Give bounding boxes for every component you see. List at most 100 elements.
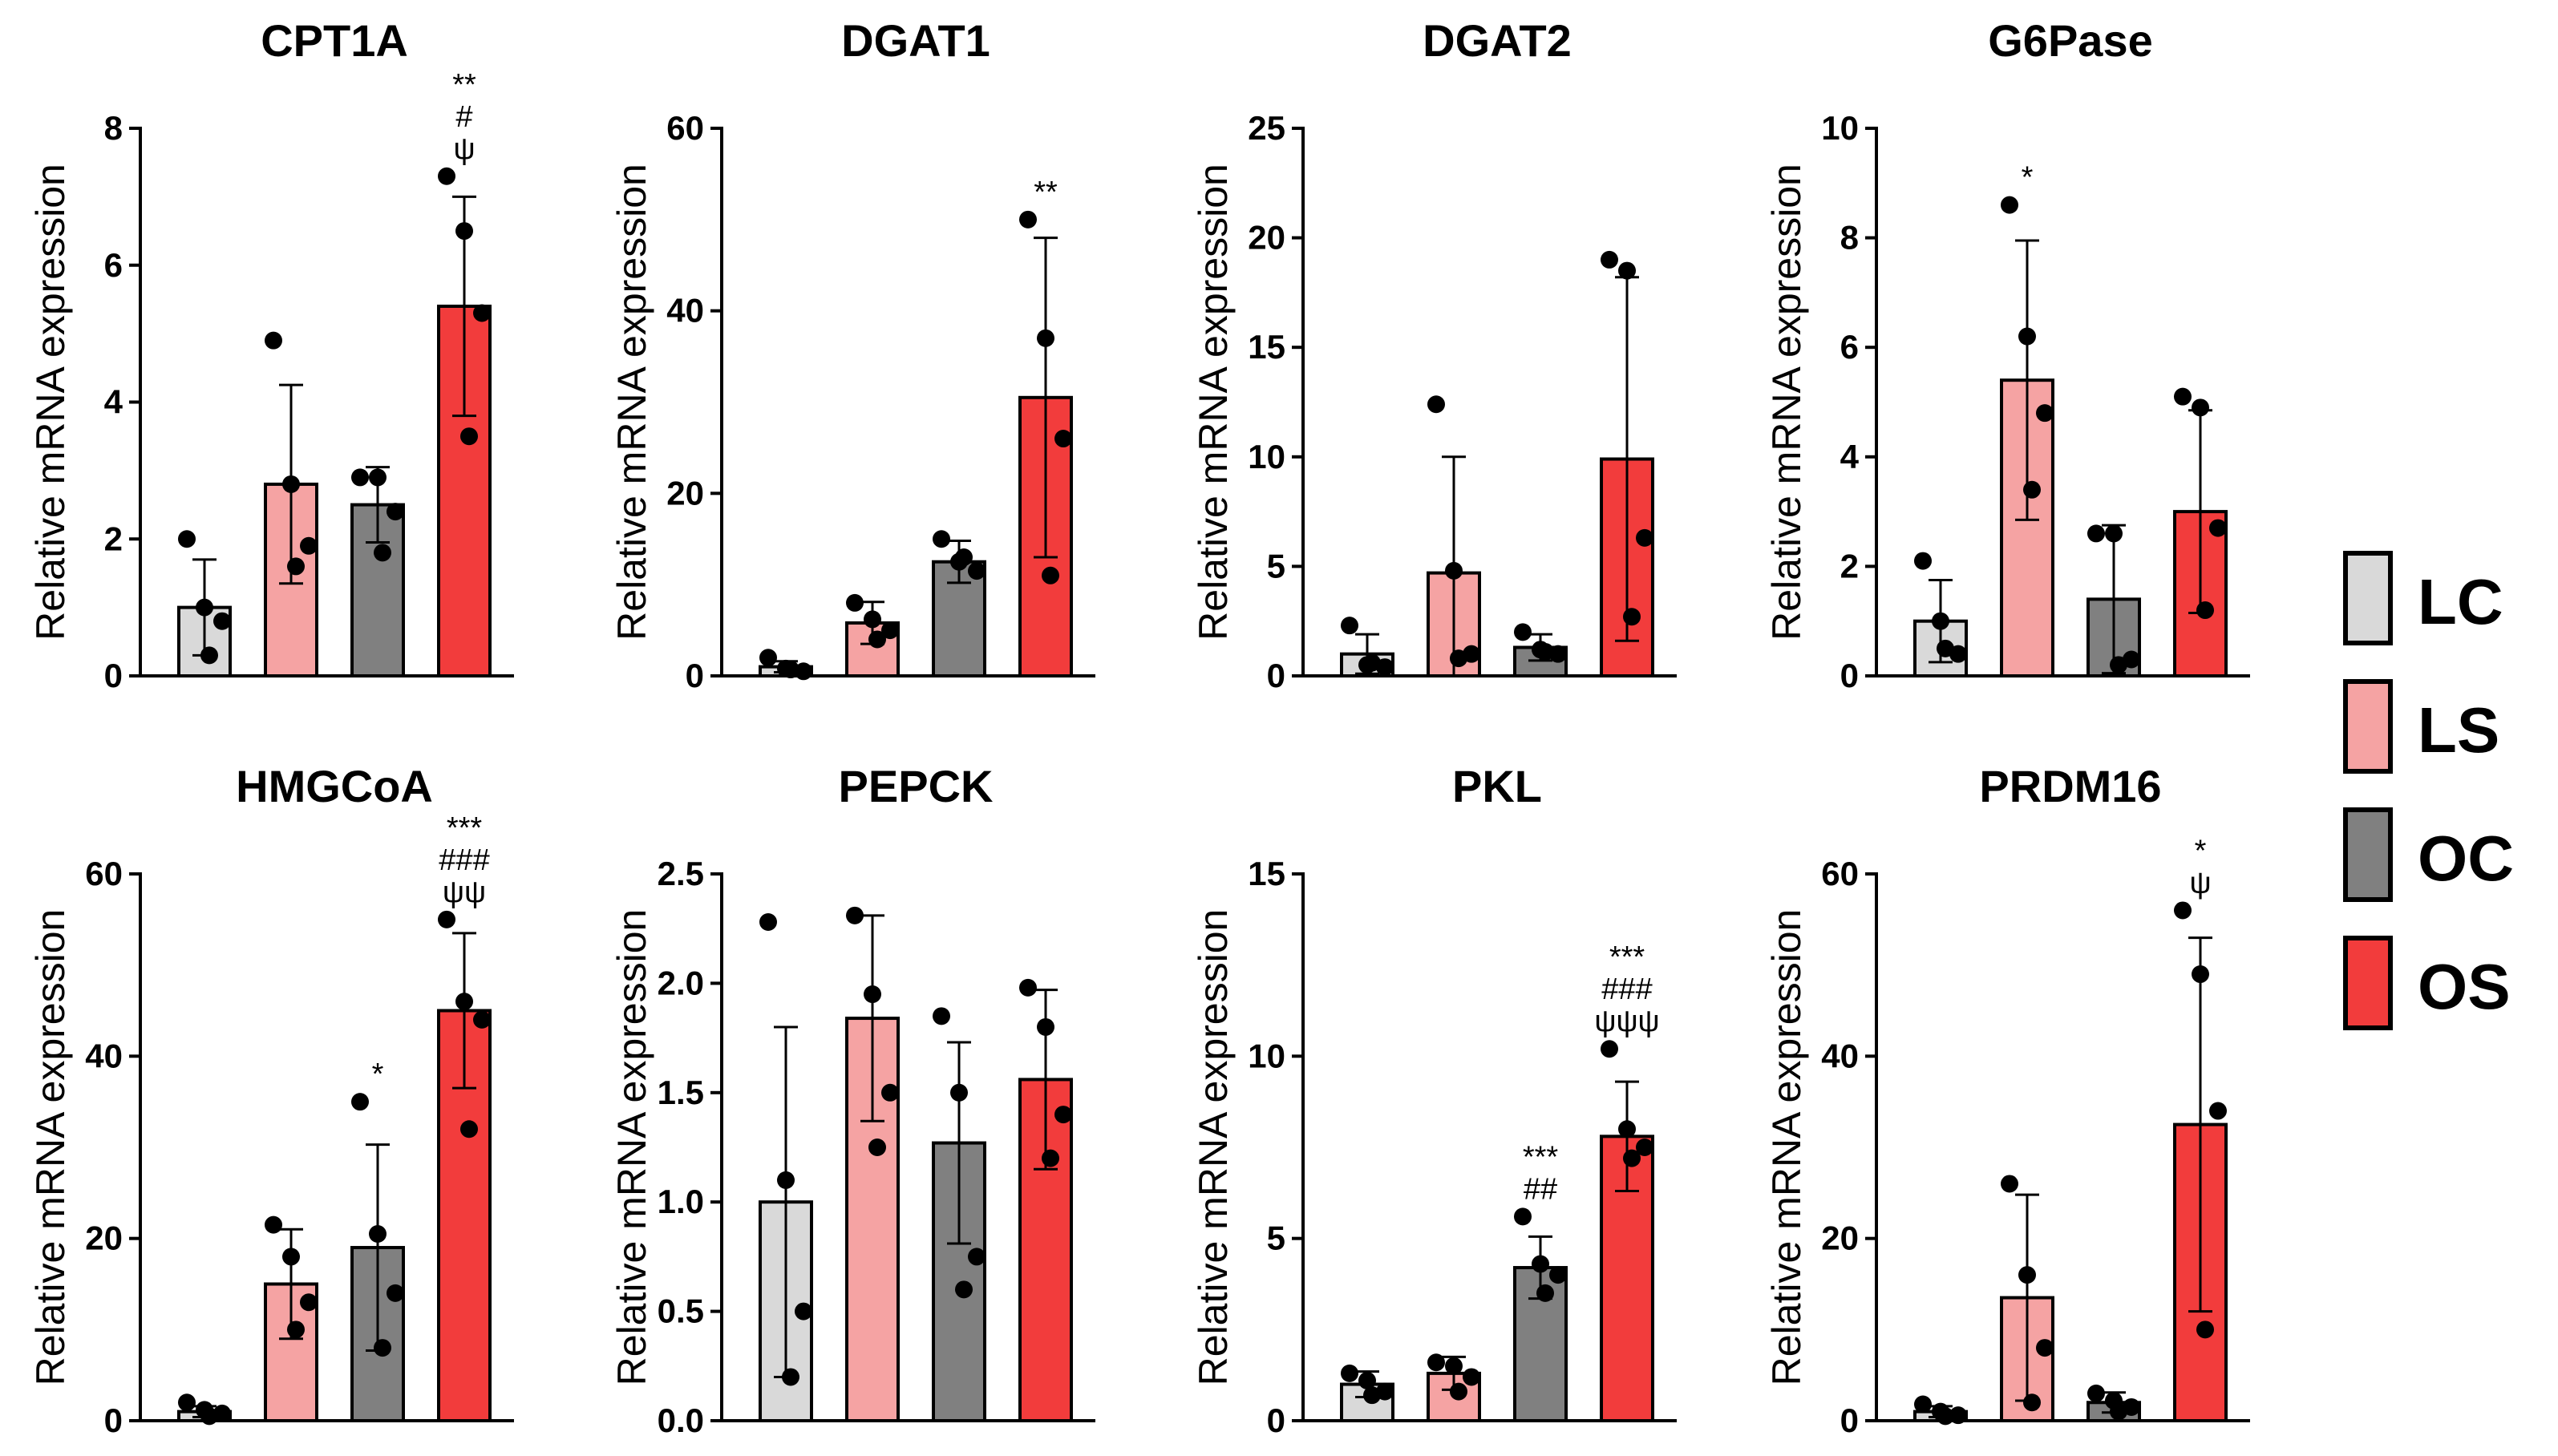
data-point <box>1514 1207 1532 1226</box>
data-point <box>287 557 305 576</box>
data-point <box>1549 1266 1567 1284</box>
y-tick-label: 6 <box>104 246 123 284</box>
y-tick-label: 0 <box>1267 1401 1285 1439</box>
data-point <box>1463 1368 1480 1386</box>
legend-label-oc: OC <box>2418 823 2514 894</box>
data-point <box>374 1339 391 1357</box>
data-point <box>2023 1393 2041 1412</box>
data-point <box>1601 1040 1618 1058</box>
y-tick-label: 5 <box>1267 1219 1285 1257</box>
data-point <box>2023 480 2041 499</box>
y-tick-label: 6 <box>1840 328 1859 366</box>
data-point <box>1636 528 1653 547</box>
data-point <box>1623 1149 1641 1167</box>
y-tick-label: 1.5 <box>658 1074 704 1111</box>
y-tick-label: 0.0 <box>658 1401 704 1439</box>
data-point <box>2036 1339 2054 1357</box>
data-point <box>2018 327 2036 346</box>
data-point <box>864 610 881 629</box>
data-point <box>782 1368 799 1386</box>
panel-title: PKL <box>1452 761 1542 811</box>
legend-swatch-os <box>2343 936 2393 1030</box>
data-point <box>955 548 973 567</box>
data-point <box>1042 1149 1059 1167</box>
legend-label-lc: LC <box>2418 566 2503 637</box>
y-tick-label: 40 <box>85 1037 123 1074</box>
data-point <box>369 1224 387 1243</box>
data-point <box>2196 601 2214 620</box>
data-point <box>1427 395 1445 414</box>
data-point <box>1949 1406 1967 1425</box>
significance-mark: *** <box>447 811 483 845</box>
y-tick-label: 25 <box>1248 109 1285 147</box>
y-axis-label: Relative mRNA expression <box>1764 909 1809 1386</box>
significance-mark: * <box>2022 161 2034 195</box>
significance-mark: *** <box>1609 940 1645 974</box>
data-point <box>1450 1382 1467 1401</box>
y-tick-label: 10 <box>1821 109 1859 147</box>
data-point <box>2196 1321 2214 1339</box>
data-point <box>473 304 491 322</box>
significance-mark: # <box>455 100 472 134</box>
significance-mark: ψψ <box>443 876 486 909</box>
panel-g6pase: G6Pase Relative mRNA expression 0 2 4 6 8 10 * <box>1764 15 2250 694</box>
data-point <box>374 544 391 562</box>
y-tick-label: 20 <box>1248 219 1285 257</box>
data-point <box>369 468 387 487</box>
significance-mark: * <box>2195 834 2207 868</box>
data-point <box>1636 1139 1653 1156</box>
data-point <box>438 167 455 185</box>
data-point <box>1914 552 1932 570</box>
legend-swatch-oc <box>2343 807 2393 902</box>
data-point <box>1037 1017 1054 1036</box>
y-tick-label: 1.0 <box>658 1183 704 1220</box>
data-point <box>881 1083 899 1102</box>
data-point <box>2209 1102 2227 1120</box>
data-point <box>1532 1255 1549 1273</box>
data-point <box>2110 1402 2127 1421</box>
data-point <box>287 1321 305 1339</box>
y-tick-label: 20 <box>1821 1219 1859 1257</box>
data-point <box>782 661 799 679</box>
y-tick-label: 0 <box>1267 657 1285 694</box>
data-point <box>759 649 777 667</box>
data-point <box>2087 524 2105 543</box>
data-point <box>2001 196 2018 214</box>
data-point <box>438 910 455 928</box>
data-point <box>881 621 899 640</box>
data-point <box>178 530 196 548</box>
y-tick-label: 60 <box>1821 855 1859 892</box>
y-tick-label: 15 <box>1248 855 1285 892</box>
data-point <box>1618 261 1636 280</box>
data-point <box>387 1284 404 1302</box>
data-point <box>1363 653 1381 672</box>
data-point <box>795 1302 812 1321</box>
significance-mark: ψ <box>2189 866 2211 900</box>
significance-mark: * <box>372 1058 384 1091</box>
data-point <box>1937 1407 1954 1426</box>
y-tick-label: 0 <box>1840 657 1859 694</box>
data-point <box>196 598 213 617</box>
data-point <box>1054 1106 1072 1124</box>
data-point <box>300 536 318 555</box>
data-point <box>2087 1384 2105 1402</box>
data-point <box>1932 612 1949 630</box>
y-axis-label: Relative mRNA expression <box>609 164 654 641</box>
data-point <box>1618 1120 1636 1139</box>
data-point <box>2105 524 2123 543</box>
y-tick-label: 15 <box>1248 328 1285 366</box>
data-point <box>387 503 404 521</box>
y-tick-label: 8 <box>1840 219 1859 257</box>
y-tick-label: 40 <box>1821 1037 1859 1074</box>
data-point <box>265 1215 282 1234</box>
significance-mark: ## <box>1524 1172 1557 1206</box>
data-point <box>1536 1284 1554 1302</box>
y-tick-label: 20 <box>85 1219 123 1257</box>
y-tick-label: 2 <box>104 520 123 557</box>
data-point <box>473 1010 491 1029</box>
data-point <box>2110 656 2127 674</box>
data-point <box>460 427 478 446</box>
data-point <box>1937 639 1954 657</box>
panel-title: HMGCoA <box>236 761 433 811</box>
